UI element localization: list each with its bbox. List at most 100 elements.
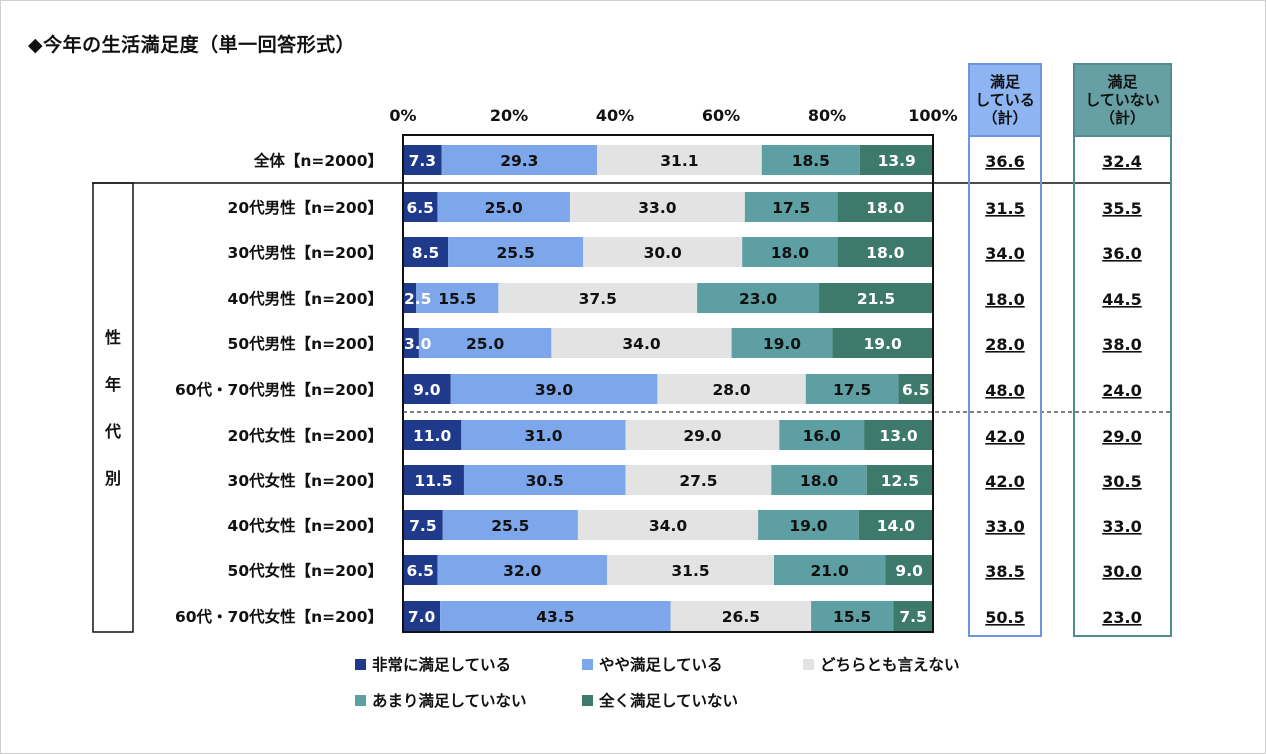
legend-label: 全く満足していない — [599, 692, 739, 710]
dissatisfied-total-value: 30.0 — [1102, 562, 1141, 581]
bar-segment — [498, 283, 698, 313]
data-label: 7.5 — [409, 517, 436, 535]
data-label: 25.0 — [485, 199, 523, 217]
dissatisfied-total-value: 33.0 — [1102, 517, 1141, 536]
data-label: 21.5 — [857, 290, 895, 308]
bar-segment — [742, 237, 838, 267]
bar-segment — [805, 374, 899, 404]
bar-segment — [885, 555, 933, 585]
group-box — [92, 182, 134, 633]
category-label: 30代男性【n=200】 — [228, 243, 383, 262]
data-label: 16.0 — [803, 427, 841, 445]
data-label: 32.0 — [503, 562, 541, 580]
bar-segment — [625, 465, 772, 495]
data-label: 23.0 — [739, 290, 777, 308]
x-tick-label: 60% — [702, 106, 740, 125]
bar-segment — [448, 237, 584, 267]
bar-segment — [441, 145, 597, 175]
data-label: 3.0 — [404, 335, 432, 353]
bar-segment — [771, 465, 867, 495]
category-label: 60代・70代女性【n=200】 — [175, 607, 383, 626]
dissatisfied-total-column — [1073, 137, 1172, 637]
x-tick-label: 20% — [490, 106, 528, 125]
bar-segment — [779, 420, 865, 450]
data-label: 2.5 — [404, 290, 431, 308]
data-label: 25.5 — [497, 244, 535, 262]
data-label: 30.5 — [526, 472, 564, 490]
legend-item-not-at-all-satisfied: 全く満足していない — [582, 689, 738, 711]
data-label: 18.5 — [792, 152, 830, 170]
data-label: 19.0 — [789, 517, 827, 535]
bar-segment — [461, 420, 626, 450]
satisfied-total-value: 42.0 — [985, 427, 1024, 446]
bar-segment — [893, 601, 933, 631]
satisfied-total-column — [968, 137, 1042, 637]
data-label: 26.5 — [722, 608, 760, 626]
category-label: 30代女性【n=200】 — [228, 471, 383, 490]
bar-segment — [463, 465, 626, 495]
legend-item-not-very-satisfied: あまり満足していない — [355, 689, 527, 711]
category-label: 50代男性【n=200】 — [228, 334, 383, 353]
bar-segment — [866, 465, 933, 495]
satisfied-total-value: 34.0 — [985, 244, 1024, 263]
satisfied-total-value: 36.6 — [985, 152, 1024, 171]
bar-segment — [418, 328, 552, 358]
category-label: 全体【n=2000】 — [253, 151, 383, 170]
data-label: 18.0 — [800, 472, 838, 490]
satisfied-total-value: 33.0 — [985, 517, 1024, 536]
data-label: 34.0 — [622, 335, 660, 353]
data-label: 11.0 — [413, 427, 451, 445]
dissatisfied-total-value: 24.0 — [1102, 381, 1141, 400]
data-label: 18.0 — [866, 199, 904, 217]
legend-item-neither: どちらとも言えない — [803, 653, 960, 675]
bar-segment — [442, 510, 578, 540]
bar-segment — [450, 374, 658, 404]
bar-segment — [819, 283, 933, 313]
bar-segment — [858, 510, 933, 540]
category-label: 50代女性【n=200】 — [228, 561, 383, 580]
legend-label: 非常に満足している — [372, 656, 512, 674]
bar-segment — [403, 192, 438, 222]
data-label: 13.9 — [878, 152, 916, 170]
chart-title: ◆今年の生活満足度（単一回答形式） — [28, 34, 356, 56]
bar-segment — [697, 283, 820, 313]
dissatisfied-total-value: 35.5 — [1102, 199, 1141, 218]
data-label: 25.5 — [491, 517, 529, 535]
satisfied-total-value: 28.0 — [985, 335, 1024, 354]
data-label: 7.5 — [899, 608, 926, 626]
group-label-char: 年 — [105, 375, 121, 394]
data-label: 15.5 — [833, 608, 871, 626]
bar-segment — [837, 192, 933, 222]
x-tick-label: 80% — [808, 106, 846, 125]
bar-segment — [403, 555, 438, 585]
data-label: 43.5 — [536, 608, 574, 626]
data-label: 18.0 — [771, 244, 809, 262]
bar-segment — [744, 192, 838, 222]
bar-segment — [403, 420, 462, 450]
legend-swatch — [355, 658, 366, 670]
data-label: 31.5 — [671, 562, 709, 580]
plot-frame — [402, 134, 934, 633]
legend-item-somewhat-satisfied: やや満足している — [582, 653, 723, 675]
bar-segment — [625, 420, 780, 450]
dissatisfied-total-value: 23.0 — [1102, 608, 1141, 627]
legend-swatch — [582, 658, 593, 670]
data-label: 9.0 — [895, 562, 923, 580]
satisfied-total-value: 48.0 — [985, 381, 1024, 400]
category-label: 20代男性【n=200】 — [228, 198, 383, 217]
bar-segment — [577, 510, 759, 540]
x-tick-label: 100% — [908, 106, 957, 125]
bar-segment — [403, 601, 441, 631]
legend-item-very-satisfied: 非常に満足している — [355, 653, 511, 675]
bar-segment — [583, 237, 743, 267]
dissatisfied-total-value: 36.0 — [1102, 244, 1141, 263]
data-label: 14.0 — [877, 517, 915, 535]
bar-segment — [607, 555, 774, 585]
data-label: 15.5 — [438, 290, 476, 308]
category-label: 60代・70代男性【n=200】 — [175, 380, 383, 399]
satisfied-total-value: 38.5 — [985, 562, 1024, 581]
data-label: 27.5 — [679, 472, 717, 490]
data-label: 30.0 — [644, 244, 682, 262]
data-label: 9.0 — [413, 381, 441, 399]
